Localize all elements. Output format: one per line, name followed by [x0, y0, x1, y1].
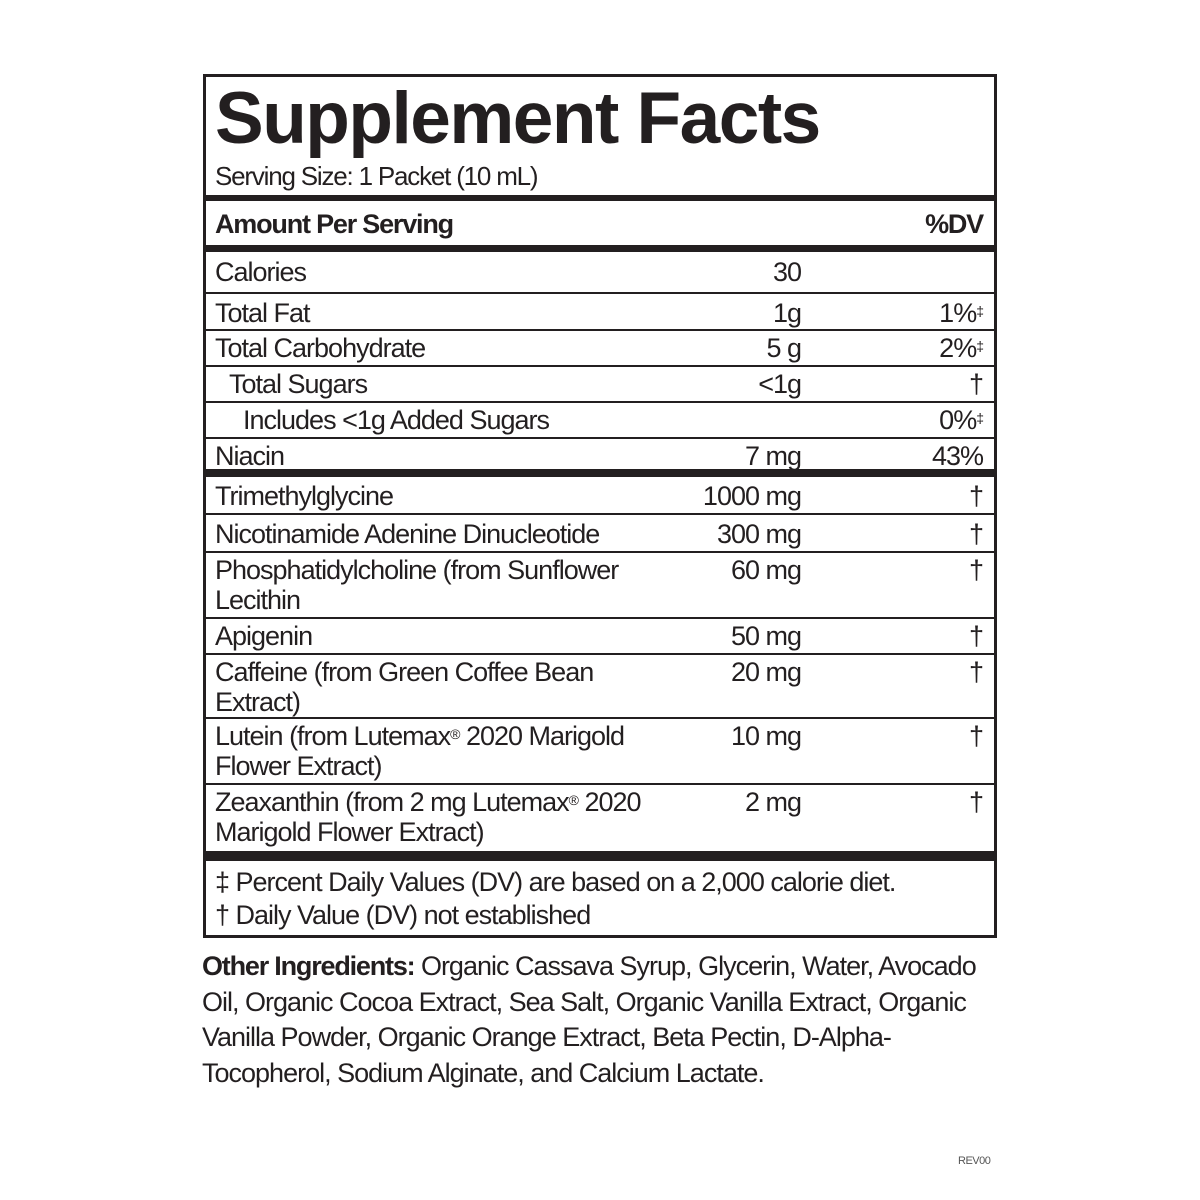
table-row: Total Sugars <1g † — [206, 365, 994, 403]
divider-thick — [206, 469, 994, 477]
footnote-dv-not-established: † Daily Value (DV) not established — [215, 900, 591, 930]
dv-value: † — [968, 657, 984, 687]
table-row: Caffeine (from Green Coffee Bean Extract… — [206, 653, 994, 719]
footnote-percent-dv: ‡ Percent Daily Values (DV) are based on… — [215, 867, 896, 897]
dv-value: 43% — [931, 441, 984, 471]
row-name: Total Sugars — [229, 369, 368, 399]
row-name: Total Carbohydrate — [215, 333, 426, 363]
table-row: Apigenin 50 mg † — [206, 617, 994, 655]
row-dv: 43% — [931, 441, 984, 471]
table-row: Niacin 7 mg 43% — [206, 437, 994, 471]
other-ingredients: Other Ingredients: Organic Cassava Syrup… — [202, 949, 1002, 1091]
row-amount: 60 mg — [730, 555, 802, 585]
footnote-mark: ‡ — [976, 410, 984, 426]
table-row: Nicotinamide Adenine Dinucleotide 300 mg † — [206, 515, 994, 553]
row-amount: 1g — [772, 298, 802, 328]
panel-title: Supplement Facts — [215, 78, 821, 159]
dv-value: † — [968, 555, 984, 585]
dv-value: 1% — [939, 298, 977, 328]
row-amount: 2 mg — [744, 787, 802, 817]
row-dv: 0%‡ — [939, 405, 984, 435]
dv-label: %DV — [925, 209, 984, 239]
row-dv: 2%‡ — [939, 333, 984, 363]
row-name: Nicotinamide Adenine Dinucleotide — [215, 519, 600, 549]
row-amount: 20 mg — [730, 657, 802, 687]
dv-value: † — [968, 481, 984, 511]
row-name: Lutein (from Lutemax® 2020 Marigold Flow… — [215, 721, 625, 781]
row-name: Apigenin — [215, 621, 313, 651]
footnotes: ‡ Percent Daily Values (DV) are based on… — [215, 866, 896, 932]
row-dv: † — [968, 787, 984, 817]
row-amount: 10 mg — [730, 721, 802, 751]
table-row: Total Carbohydrate 5 g 2%‡ — [206, 329, 994, 367]
row-amount: <1g — [758, 369, 802, 399]
divider-thick — [206, 851, 994, 861]
header-row: Amount Per Serving %DV — [206, 201, 994, 247]
table-row: Calories 30 — [206, 253, 994, 294]
table-row: Zeaxanthin (from 2 mg Lutemax® 2020 Mari… — [206, 783, 994, 851]
dv-value: 0% — [939, 405, 977, 435]
row-amount: 7 mg — [744, 441, 802, 471]
dv-value: † — [968, 519, 984, 549]
dv-value: † — [968, 787, 984, 817]
row-name: Total Fat — [215, 298, 311, 328]
row-dv: † — [968, 657, 984, 687]
registered-mark: ® — [568, 792, 579, 808]
row-dv: † — [968, 621, 984, 651]
row-amount: 50 mg — [730, 621, 802, 651]
row-dv: † — [968, 369, 984, 399]
footnote-mark: ‡ — [976, 303, 984, 319]
row-amount: 1000 mg — [702, 481, 802, 511]
table-row: Lutein (from Lutemax® 2020 Marigold Flow… — [206, 717, 994, 785]
row-amount: 300 mg — [716, 519, 802, 549]
row-name: Zeaxanthin (from 2 mg Lutemax® 2020 Mari… — [215, 787, 642, 847]
row-dv: 1%‡ — [939, 298, 984, 328]
other-ingredients-label: Other Ingredients: — [202, 951, 416, 981]
registered-mark: ® — [450, 726, 460, 742]
row-name: Caffeine (from Green Coffee Bean Extract… — [215, 657, 594, 717]
divider-thick — [206, 245, 994, 252]
row-name: Phosphatidylcholine (from Sunflower Leci… — [215, 555, 619, 615]
table-row: Total Fat 1g 1%‡ — [206, 294, 994, 331]
dv-value: † — [968, 621, 984, 651]
footnote-mark: ‡ — [976, 338, 984, 354]
other-ingredients-text: Organic Cassava Syrup, Glycerin, Water, … — [202, 951, 977, 1088]
divider-thick — [206, 195, 994, 201]
revision-code: REV00 — [958, 1155, 991, 1167]
dv-value: † — [968, 721, 984, 751]
row-dv: † — [968, 519, 984, 549]
row-dv: † — [968, 555, 984, 585]
amount-per-serving-label: Amount Per Serving — [215, 209, 454, 239]
table-row: Includes <1g Added Sugars 0%‡ — [206, 401, 994, 439]
row-amount: 30 — [772, 257, 802, 287]
row-dv: † — [968, 481, 984, 511]
row-name: Includes <1g Added Sugars — [243, 405, 550, 435]
dv-value: † — [968, 369, 984, 399]
row-amount: 5 g — [766, 333, 802, 363]
supplement-facts-panel: Supplement Facts Serving Size: 1 Packet … — [203, 74, 997, 938]
row-dv: † — [968, 721, 984, 751]
row-name: Trimethylglycine — [215, 481, 394, 511]
dv-value: 2% — [939, 333, 977, 363]
table-row: Phosphatidylcholine (from Sunflower Leci… — [206, 551, 994, 619]
row-name: Niacin — [215, 441, 285, 471]
serving-size: Serving Size: 1 Packet (10 mL) — [215, 161, 539, 191]
row-name: Calories — [215, 257, 307, 287]
table-row: Trimethylglycine 1000 mg † — [206, 477, 994, 515]
